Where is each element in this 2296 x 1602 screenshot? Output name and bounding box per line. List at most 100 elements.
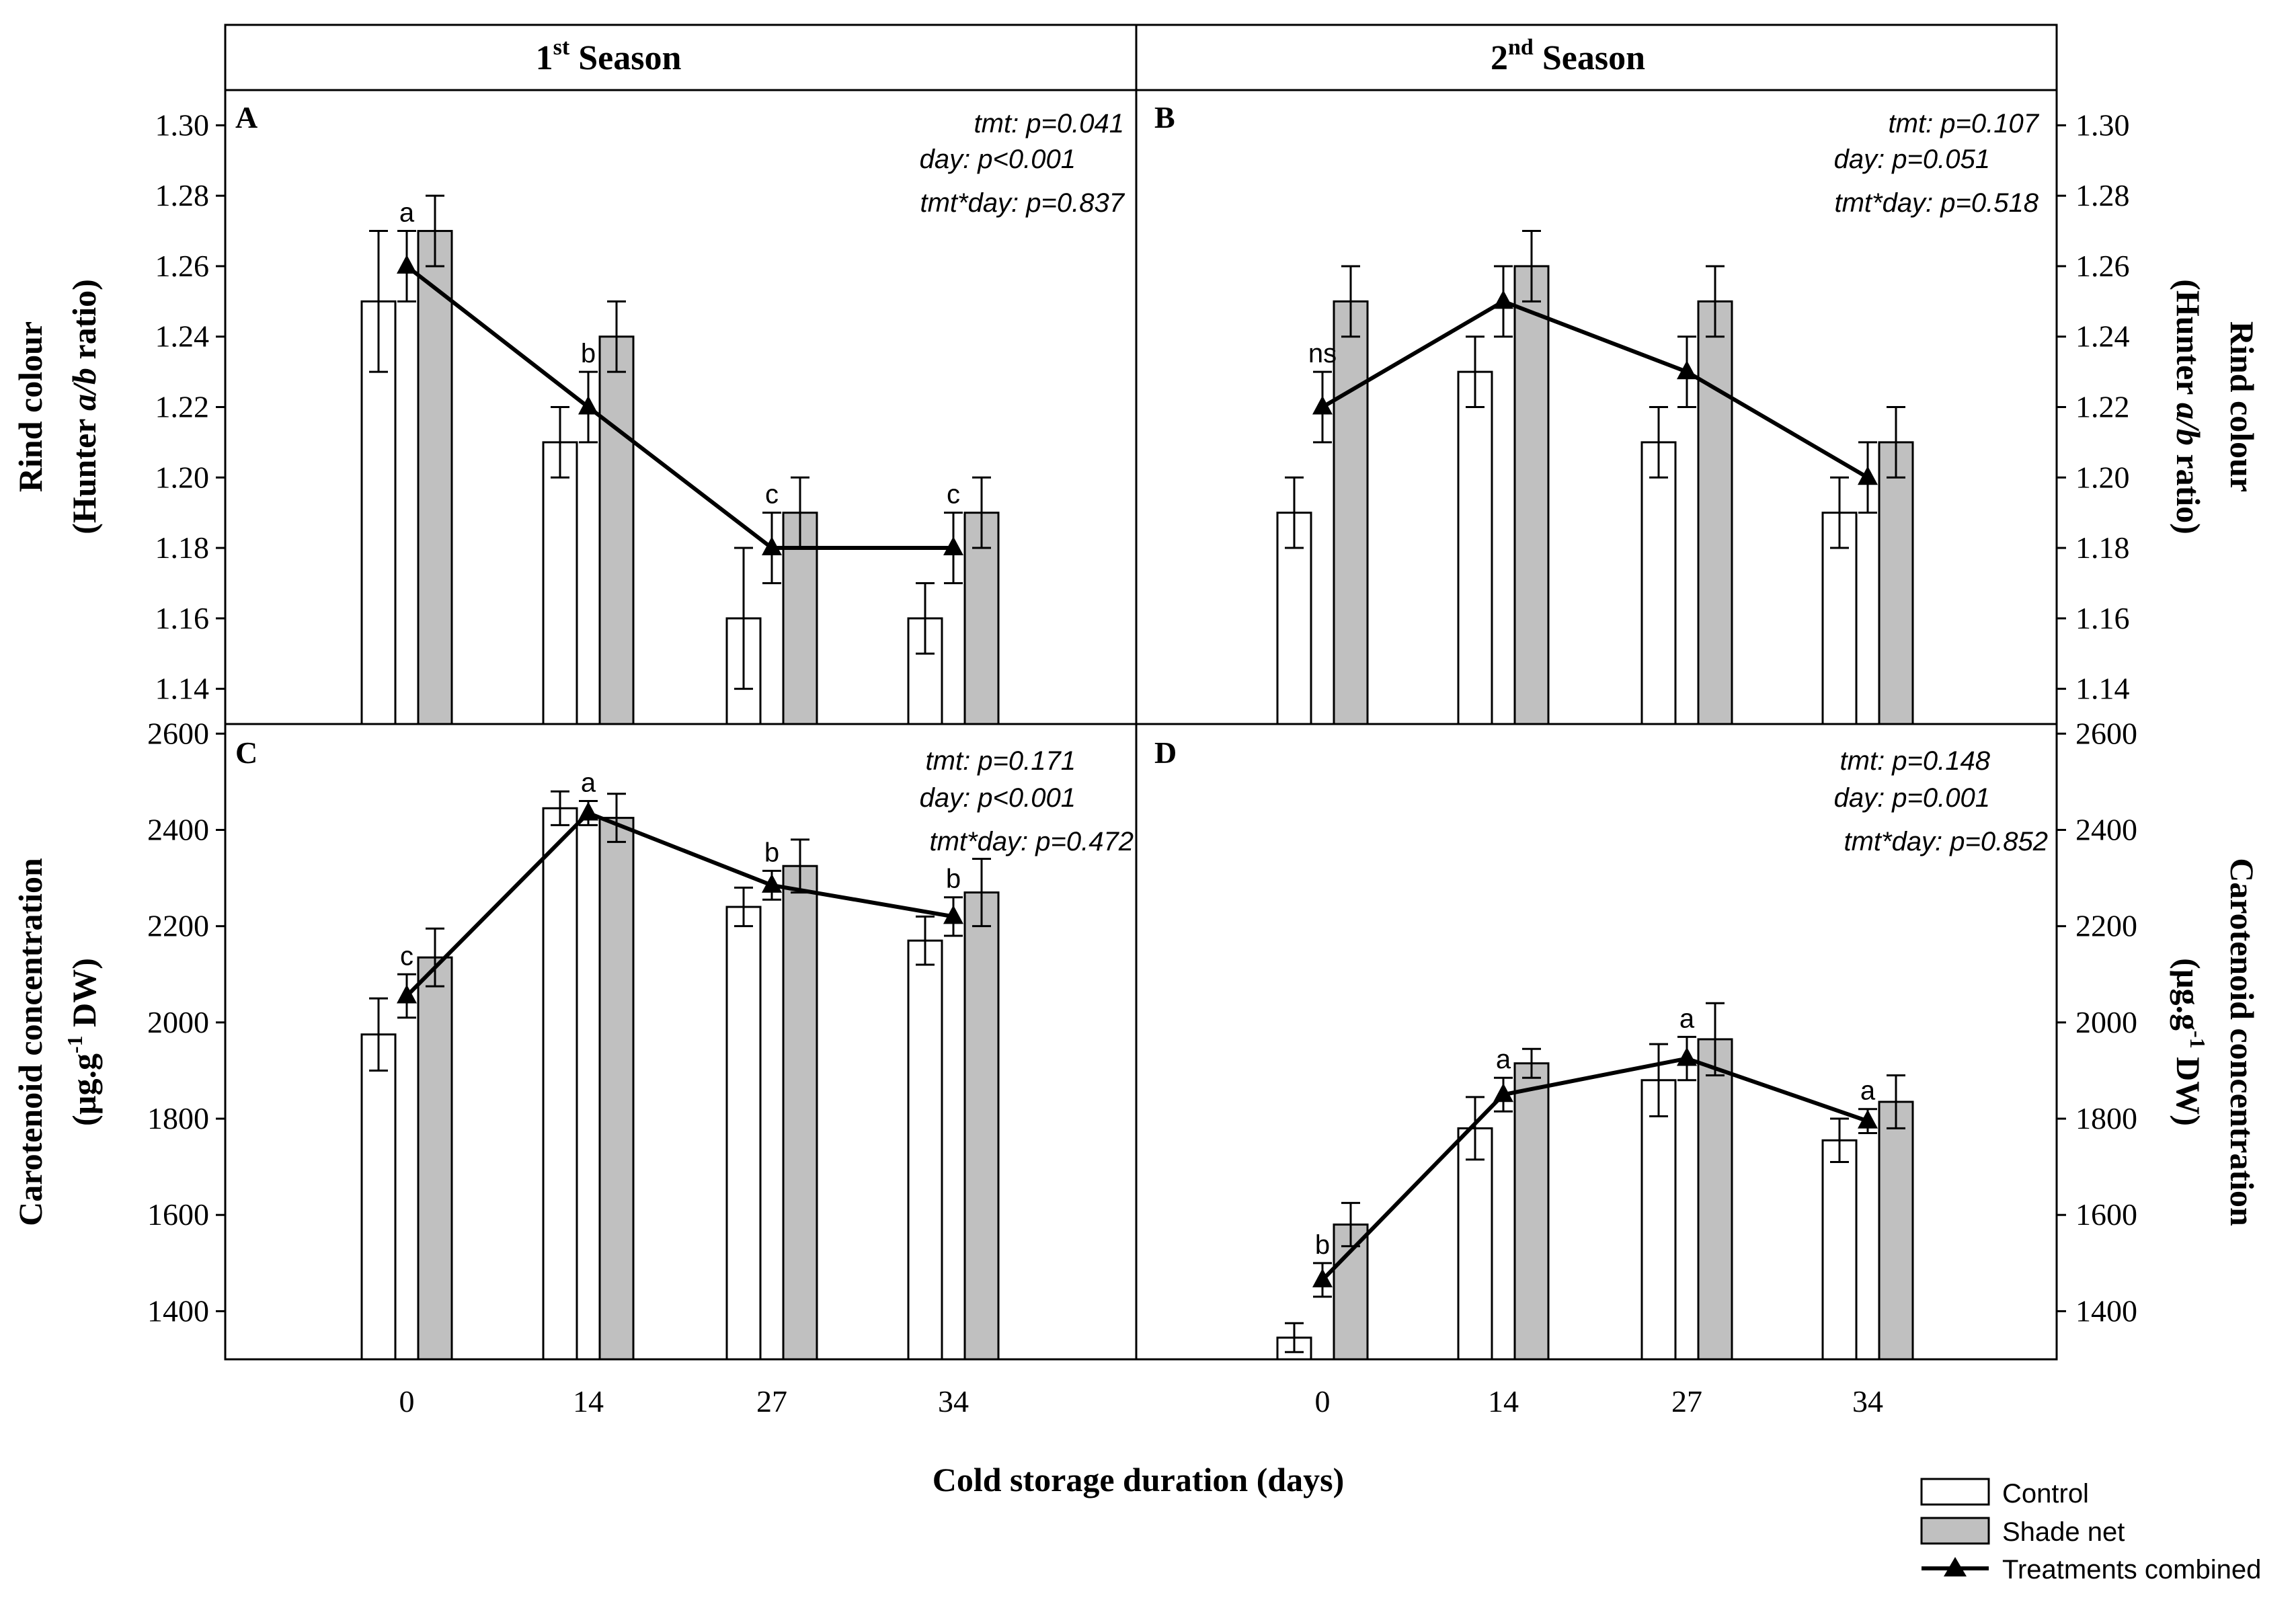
ytick-label-B-0: 1.14	[2075, 672, 2130, 706]
ytick-label-B-6: 1.26	[2075, 249, 2130, 283]
season-title-left: 1st Season	[536, 35, 682, 77]
xtick-label-C-3: 34	[938, 1384, 969, 1418]
bar-shade-D-1	[1513, 1062, 1550, 1361]
ytick-label-C-3: 2000	[147, 1005, 209, 1039]
combined-line-D	[1320, 1056, 1868, 1281]
ytick-label-C-5: 2400	[147, 813, 209, 847]
ytick-label-A-0: 1.14	[155, 672, 210, 706]
bar-shade-C-1	[598, 817, 635, 1361]
xtick-label-D-1: 14	[1488, 1384, 1519, 1418]
sig-letter-A-1: b	[581, 339, 596, 368]
bar-control-B-1	[1457, 370, 1493, 725]
ytick-label-B-5: 1.24	[2075, 319, 2130, 354]
bar-control-D-1	[1457, 1127, 1493, 1361]
stats-A-tmt: tmt: p=0.041	[974, 109, 1124, 138]
bar-shade-B-2	[1697, 300, 1733, 725]
ytick-label-A-3: 1.20	[155, 460, 210, 494]
season-title-right: 2nd Season	[1491, 35, 1645, 77]
ytick-label-D-6: 2600	[2075, 716, 2137, 750]
x-axis-title: Cold storage duration (days)	[933, 1461, 1345, 1498]
legend-combined-label: Treatments combined	[2002, 1555, 2261, 1585]
stats-D-tmt: tmt: p=0.148	[1840, 746, 1991, 776]
y-title-carot-right-2: (µg.g-1 DW)	[2170, 958, 2210, 1126]
y-title-rind-right-2: (Hunter a/b ratio)	[2170, 279, 2207, 534]
ytick-label-A-8: 1.30	[155, 108, 210, 142]
bar-control-D-2	[1640, 1079, 1677, 1361]
combined-point-B-1	[1493, 290, 1513, 309]
ytick-label-A-4: 1.22	[155, 390, 210, 424]
ytick-label-D-0: 1400	[2075, 1293, 2137, 1328]
bar-control-C-0	[360, 1033, 397, 1361]
sig-letter-D-0: b	[1315, 1230, 1330, 1260]
legend-shade-label: Shade net	[2002, 1517, 2125, 1547]
stats-B-day: day: p=0.051	[1834, 145, 1990, 174]
combined-point-B-0	[1312, 395, 1333, 415]
stats-C-day: day: p<0.001	[920, 783, 1076, 813]
stats-C-tmt: tmt: p=0.171	[926, 746, 1076, 776]
xtick-label-C-0: 0	[399, 1384, 415, 1418]
combined-line-A	[405, 264, 953, 551]
ytick-label-A-2: 1.18	[155, 530, 210, 565]
y-title-carot-left-2: (µg.g-1 DW)	[63, 958, 103, 1126]
bar-control-B-2	[1640, 441, 1677, 725]
bar-control-C-2	[725, 906, 762, 1361]
sig-letter-D-3: a	[1860, 1076, 1876, 1106]
ytick-label-B-1: 1.16	[2075, 601, 2130, 635]
sig-letter-A-3: c	[947, 480, 960, 510]
bar-control-C-1	[542, 807, 578, 1361]
ytick-label-D-5: 2400	[2075, 813, 2137, 847]
bar-control-C-3	[907, 939, 943, 1361]
y-title-carot-right-1: Carotenoid concentration	[2223, 858, 2261, 1226]
panel-letter-D: D	[1154, 735, 1177, 770]
stats-B-tmtday: tmt*day: p=0.518	[1834, 188, 2038, 218]
ytick-label-B-8: 1.30	[2075, 108, 2130, 142]
xtick-label-C-1: 14	[573, 1384, 604, 1418]
combined-point-A-1	[578, 395, 598, 415]
combined-point-D-3	[1858, 1109, 1878, 1129]
bar-shade-C-3	[963, 891, 1000, 1361]
y-title-carot-left-1: Carotenoid concentration	[11, 858, 49, 1226]
combined-point-D-1	[1493, 1083, 1513, 1103]
xtick-label-D-0: 0	[1315, 1384, 1331, 1418]
legend: Control Shade net Treatments combined	[1920, 1478, 2261, 1585]
panel-letter-B: B	[1154, 100, 1175, 134]
bar-shade-A-0	[417, 230, 453, 725]
legend-shade-swatch	[1920, 1517, 1990, 1545]
combined-point-D-2	[1677, 1047, 1697, 1066]
bar-shade-D-3	[1878, 1100, 1914, 1361]
bar-shade-C-2	[782, 865, 818, 1361]
xtick-label-D-2: 27	[1671, 1384, 1702, 1418]
ytick-label-C-1: 1600	[147, 1197, 209, 1232]
combined-point-A-3	[943, 536, 963, 556]
sig-letter-A-2: c	[765, 480, 779, 510]
bar-shade-A-1	[598, 335, 635, 725]
ytick-label-A-5: 1.24	[155, 319, 210, 354]
combined-point-A-0	[397, 254, 417, 274]
combined-point-C-3	[943, 905, 963, 924]
sig-letter-A-0: a	[399, 198, 415, 228]
legend-combined-marker	[1944, 1557, 1967, 1576]
ytick-label-D-1: 1600	[2075, 1197, 2137, 1232]
combined-point-C-1	[578, 801, 598, 821]
sig-letter-D-2: a	[1679, 1004, 1695, 1033]
ytick-label-A-1: 1.16	[155, 601, 210, 635]
combined-point-B-3	[1858, 466, 1878, 485]
panel-letter-A: A	[235, 100, 258, 134]
bar-shade-D-2	[1697, 1038, 1733, 1361]
panel-D-frame	[1135, 723, 2058, 1361]
ytick-label-C-4: 2200	[147, 909, 209, 943]
ytick-label-A-6: 1.26	[155, 249, 210, 283]
combined-line-C	[405, 810, 954, 998]
chart-marks: 1.14 1.16 1.18 1.20 1.22 1.24 1.26 1.28 1.30 a b c c…	[147, 108, 2137, 1418]
bar-shade-B-3	[1878, 441, 1914, 725]
combined-point-A-2	[762, 536, 782, 556]
sig-letter-D-1: a	[1496, 1045, 1511, 1074]
sig-letter-B-0: ns	[1308, 339, 1337, 368]
ytick-label-C-6: 2600	[147, 716, 209, 750]
stats-A-tmtday: tmt*day: p=0.837	[920, 188, 1125, 218]
ytick-label-D-2: 1800	[2075, 1101, 2137, 1135]
y-title-rind-right-1: Rind colour	[2223, 321, 2261, 492]
bar-control-A-1	[542, 441, 578, 725]
combined-point-B-2	[1677, 360, 1697, 380]
